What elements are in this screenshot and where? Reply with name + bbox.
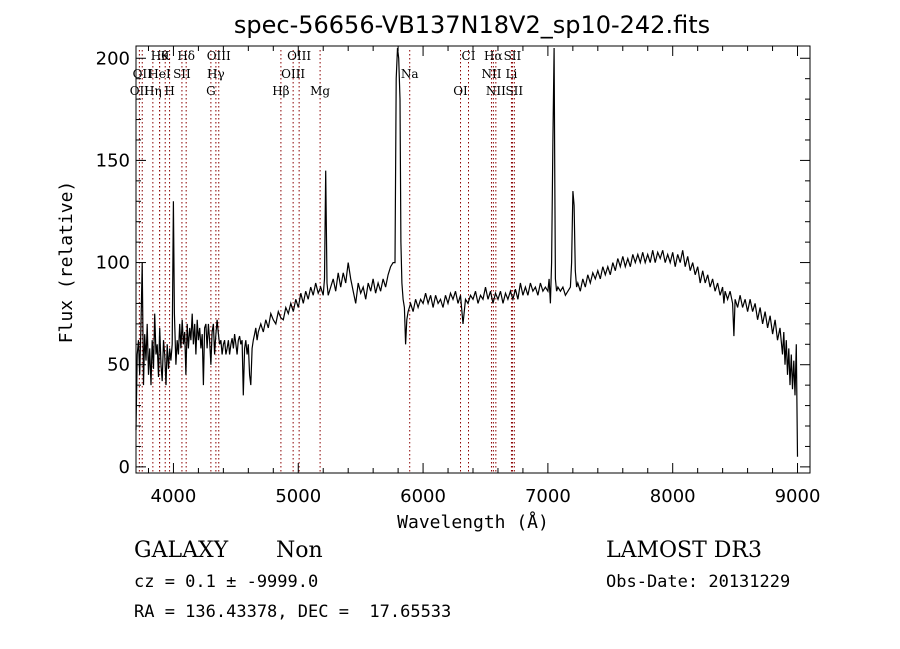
- marker-label: NII: [481, 67, 501, 81]
- marker-label: Hγ: [207, 67, 225, 81]
- marker-label: NII: [486, 84, 506, 98]
- marker-label: Hθ: [151, 49, 169, 63]
- x-tick-label: 5000: [275, 486, 321, 507]
- marker-label: G: [206, 84, 216, 98]
- obs-date: Obs-Date: 20131229: [606, 572, 791, 592]
- x-tick-label: 9000: [775, 486, 821, 507]
- marker-label: Hα: [484, 49, 503, 63]
- marker-label: K: [161, 49, 171, 63]
- y-axis-label: Flux (relative): [56, 181, 77, 344]
- marker-label: Hδ: [177, 49, 195, 63]
- x-tick-label: 4000: [151, 486, 197, 507]
- x-tick-label: 7000: [525, 486, 571, 507]
- marker-label: HeI: [148, 67, 171, 81]
- marker-label: OI: [453, 84, 468, 98]
- marker-label: SII: [173, 67, 191, 81]
- marker-label: OIII: [207, 49, 231, 63]
- y-tick-label: 100: [96, 253, 130, 274]
- marker-label: Na: [401, 67, 419, 81]
- marker-label: OIII: [287, 49, 311, 63]
- marker-label: OII: [133, 67, 153, 81]
- marker-label: SII: [505, 84, 523, 98]
- x-tick-label: 8000: [650, 486, 696, 507]
- spectrum-line: [135, 47, 799, 457]
- marker-label: Mg: [310, 84, 330, 98]
- object-class: GALAXY: [134, 538, 229, 563]
- y-tick-label: 150: [96, 150, 130, 171]
- object-subclass: Non: [276, 538, 323, 563]
- marker-label: SII: [504, 49, 522, 63]
- line-marker-labels: OIIOIIHηHθHeIKHSIIHδGHγOIIIHβOIIIOIIIMgN…: [130, 49, 524, 98]
- redshift-line: cz = 0.1 ± -9999.0: [134, 572, 319, 592]
- chart-title: spec-56656-VB137N18V2_sp10-242.fits: [234, 11, 710, 39]
- marker-label: Li: [506, 67, 518, 81]
- x-axis-ticks: 4000 5000 6000 7000 8000 9000: [147, 46, 821, 507]
- marker-label: Hη: [144, 84, 162, 98]
- y-tick-label: 200: [96, 48, 130, 69]
- marker-label: OII: [130, 84, 150, 98]
- x-axis-label: Wavelength (Å): [397, 511, 549, 533]
- line-markers: [138, 50, 515, 473]
- marker-label: CI: [462, 49, 476, 63]
- survey-label: LAMOST DR3: [606, 538, 762, 563]
- y-tick-label: 0: [119, 457, 130, 478]
- y-tick-label: 50: [107, 355, 130, 376]
- marker-label: OIII: [281, 67, 305, 81]
- y-axis-ticks: 0 50 100 150 200: [96, 48, 810, 478]
- coordinates-line: RA = 136.43378, DEC = 17.65533: [134, 602, 452, 622]
- marker-label: H: [164, 84, 174, 98]
- plot-frame: [135, 45, 811, 474]
- x-tick-label: 6000: [400, 486, 446, 507]
- marker-label: Hβ: [272, 84, 289, 98]
